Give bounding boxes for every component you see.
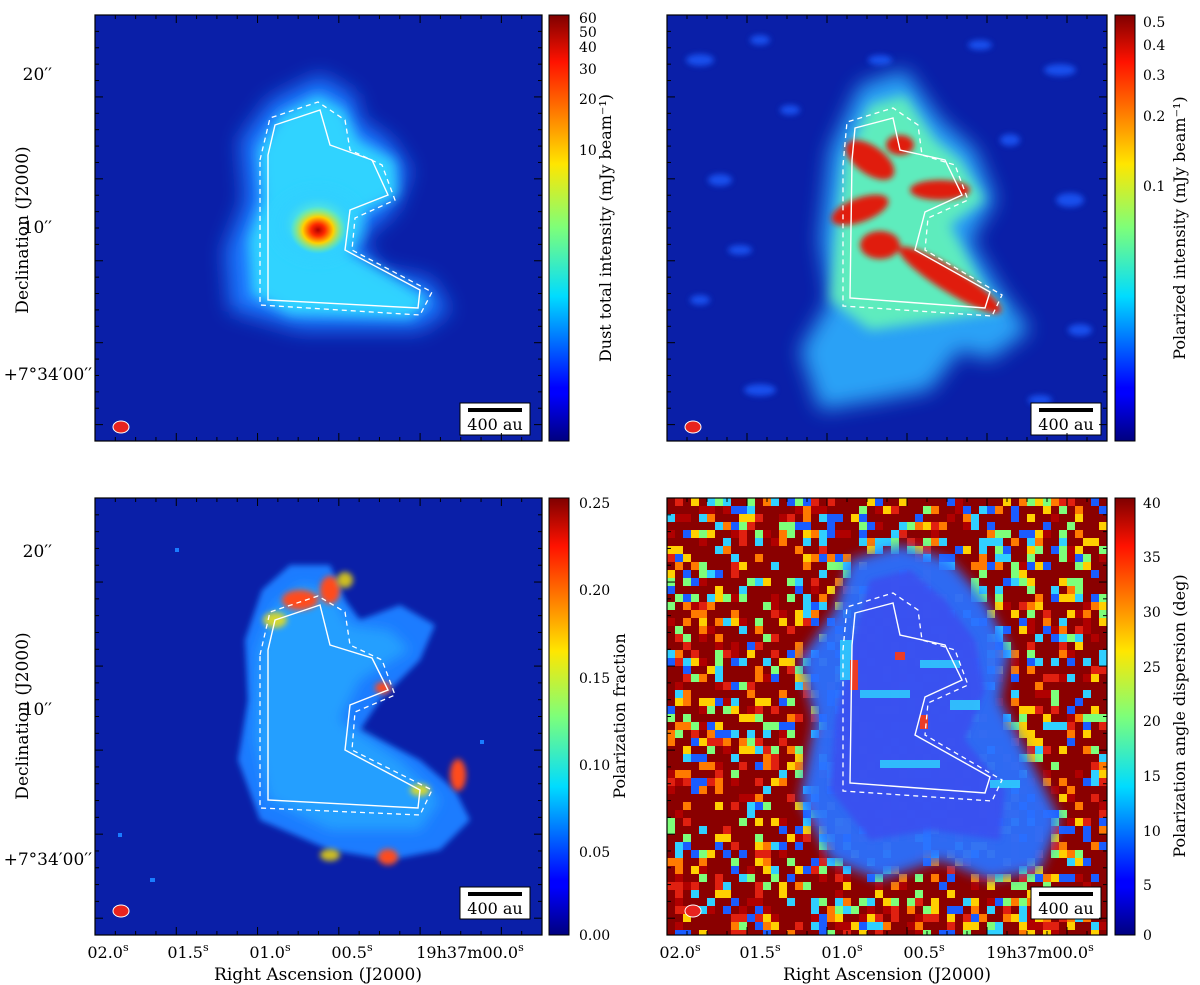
cb2-label: Polarized intensity (mJy beam⁻¹) xyxy=(1170,96,1189,359)
panel-total-intensity: 400 au 60 50 40 30 20 10 Dust total inte… xyxy=(4,11,615,442)
scalebar-label: 400 au xyxy=(467,899,522,918)
dec-tick-20: 20′′ xyxy=(23,542,52,562)
cb2-tick-1: 0.4 xyxy=(1143,38,1165,54)
dec-tick-10: 10′′ xyxy=(23,700,52,720)
beam-ellipse xyxy=(112,420,130,434)
scalebar: 400 au xyxy=(1030,402,1102,436)
ra-tick: 02.0s xyxy=(87,941,129,962)
scalebar: 400 au xyxy=(1030,886,1102,920)
scalebar-label: 400 au xyxy=(1038,899,1093,918)
panel-polarization-fraction: 400 au 0.25 0.20 0.15 0.10 0.05 0.00 Pol… xyxy=(4,496,629,985)
cb4-tick-2: 30 xyxy=(1143,605,1161,621)
cb3-tick-5: 0.00 xyxy=(579,928,610,944)
ra-tick: 19h37m00.0s xyxy=(416,941,524,962)
ra-ticks-left: 02.0s 01.5s 01.0s 00.5s 19h37m00.0s xyxy=(87,941,524,962)
colorbar-polarization-fraction: 0.25 0.20 0.15 0.10 0.05 0.00 Polarizati… xyxy=(548,496,629,944)
scalebar: 400 au xyxy=(459,402,531,436)
cb4-tick-8: 0 xyxy=(1143,928,1152,944)
dec-tick-0: +7°34′00′′ xyxy=(4,365,93,385)
panel-polarized-intensity: 400 au 0.5 0.4 0.3 0.2 0.1 Polarized int… xyxy=(666,14,1189,442)
cb1-tick-1: 50 xyxy=(579,25,597,41)
beam-ellipse xyxy=(684,904,702,918)
panel-angle-dispersion: 400 au 40 35 30 25 20 15 10 5 0 Polariza… xyxy=(659,496,1189,985)
dec-tick-0: +7°34′00′′ xyxy=(4,850,93,870)
ra-ticks-right: 02.0s 01.5s 01.0s 00.5s 19h37m00.0s xyxy=(659,941,1094,962)
cb2-tick-3: 0.2 xyxy=(1143,109,1165,125)
colorbar-polarized-intensity: 0.5 0.4 0.3 0.2 0.1 Polarized intensity … xyxy=(1114,14,1189,442)
ra-tick: 01.5s xyxy=(167,941,209,962)
polarized-intensity-map: 400 au xyxy=(667,15,1107,441)
cb4-tick-6: 10 xyxy=(1143,824,1161,840)
cb4-tick-0: 40 xyxy=(1143,496,1161,512)
cb1-tick-2: 40 xyxy=(579,40,597,56)
ra-axis-label: Right Ascension (J2000) xyxy=(214,965,422,985)
colorbar-angle-dispersion: 40 35 30 25 20 15 10 5 0 Polarization an… xyxy=(1114,496,1189,944)
cb2-tick-2: 0.3 xyxy=(1143,68,1165,84)
cb1-tick-5: 10 xyxy=(579,143,597,159)
ra-tick: 01.0s xyxy=(249,941,291,962)
cb3-tick-2: 0.15 xyxy=(579,671,610,687)
cb3-tick-3: 0.10 xyxy=(579,758,610,774)
ra-tick: 01.0s xyxy=(821,941,863,962)
total-intensity-map: 400 au xyxy=(95,15,542,441)
cb4-tick-5: 15 xyxy=(1143,769,1161,785)
ra-tick: 19h37m00.0s xyxy=(986,941,1094,962)
ra-tick: 00.5s xyxy=(331,941,373,962)
ra-tick: 02.0s xyxy=(659,941,701,962)
dec-tick-10: 10′′ xyxy=(23,218,52,238)
scalebar: 400 au xyxy=(459,886,531,920)
cb1-tick-3: 30 xyxy=(579,62,597,78)
cb3-label: Polarization fraction xyxy=(610,633,629,798)
ra-axis-label: Right Ascension (J2000) xyxy=(783,965,991,985)
cb3-tick-4: 0.05 xyxy=(579,845,610,861)
cb4-label: Polarization angle dispersion (deg) xyxy=(1170,574,1189,857)
beam-ellipse xyxy=(112,904,130,918)
dec-axis-label: Declination (J2000) xyxy=(13,146,33,313)
cb2-tick-4: 0.1 xyxy=(1143,179,1165,195)
colorbar-total-intensity: 60 50 40 30 20 10 Dust total intensity (… xyxy=(548,11,615,442)
scalebar-label: 400 au xyxy=(467,415,522,434)
ra-tick: 00.5s xyxy=(903,941,945,962)
beam-ellipse xyxy=(684,420,702,434)
cb4-tick-1: 35 xyxy=(1143,550,1161,566)
ra-tick: 01.5s xyxy=(739,941,781,962)
cb4-tick-4: 20 xyxy=(1143,714,1161,730)
cb3-tick-0: 0.25 xyxy=(579,496,610,512)
cb1-tick-4: 20 xyxy=(579,92,597,108)
cb1-tick-0: 60 xyxy=(579,11,597,27)
dec-axis-label: Declination (J2000) xyxy=(13,632,33,799)
cb2-tick-0: 0.5 xyxy=(1143,15,1165,31)
axis-tickmarks xyxy=(95,15,1107,935)
cb4-tick-7: 5 xyxy=(1143,878,1152,894)
dec-tick-20: 20′′ xyxy=(23,65,52,85)
cb4-tick-3: 25 xyxy=(1143,660,1161,676)
cb3-tick-1: 0.20 xyxy=(579,583,610,599)
angle-dispersion-map: 400 au xyxy=(667,498,1107,935)
scalebar-label: 400 au xyxy=(1038,415,1093,434)
polarization-fraction-map: 400 au xyxy=(95,498,542,935)
cb1-label: Dust total intensity (mJy beam⁻¹) xyxy=(596,94,615,362)
